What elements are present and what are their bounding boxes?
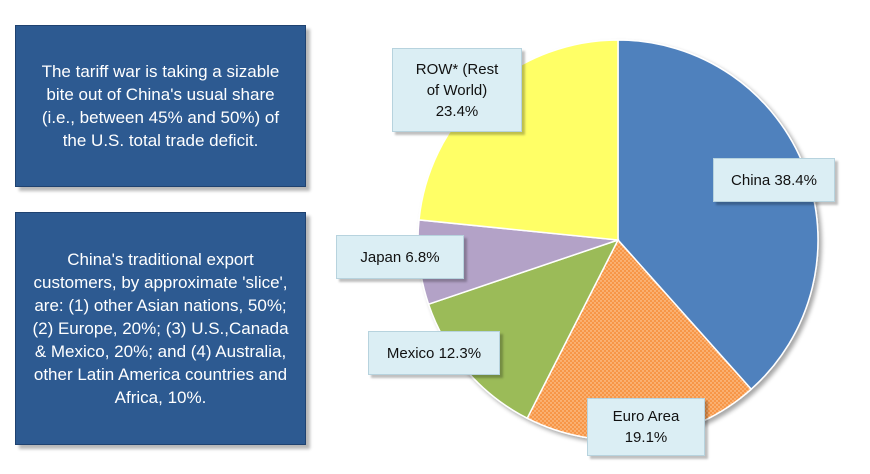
label-japan: Japan 6.8% [336, 235, 464, 279]
label-japan-line1: Japan 6.8% [360, 248, 440, 266]
label-row-line2: of World) [426, 81, 488, 99]
label-row-line1: ROW* (Rest [415, 60, 499, 78]
note-export-customers-text: China's traditional export customers, by… [32, 250, 289, 407]
note-export-customers: China's traditional export customers, by… [15, 212, 306, 445]
label-mexico-line1: Mexico 12.3% [386, 344, 482, 362]
label-china: China 38.4% [713, 158, 835, 202]
note-tariff-war: The tariff war is taking a sizable bite … [15, 25, 306, 187]
label-euro-area-line2: 19.1% [624, 429, 668, 446]
label-euro-area: Euro Area 19.1% [587, 398, 705, 456]
label-row-line3: 23.4% [435, 102, 479, 120]
note-tariff-war-text: The tariff war is taking a sizable bite … [41, 62, 280, 150]
label-euro-area-line1: Euro Area [612, 408, 680, 425]
label-row: ROW* (Rest of World) 23.4% [392, 48, 522, 132]
label-mexico: Mexico 12.3% [368, 331, 500, 375]
label-china-line1: China 38.4% [731, 171, 817, 189]
